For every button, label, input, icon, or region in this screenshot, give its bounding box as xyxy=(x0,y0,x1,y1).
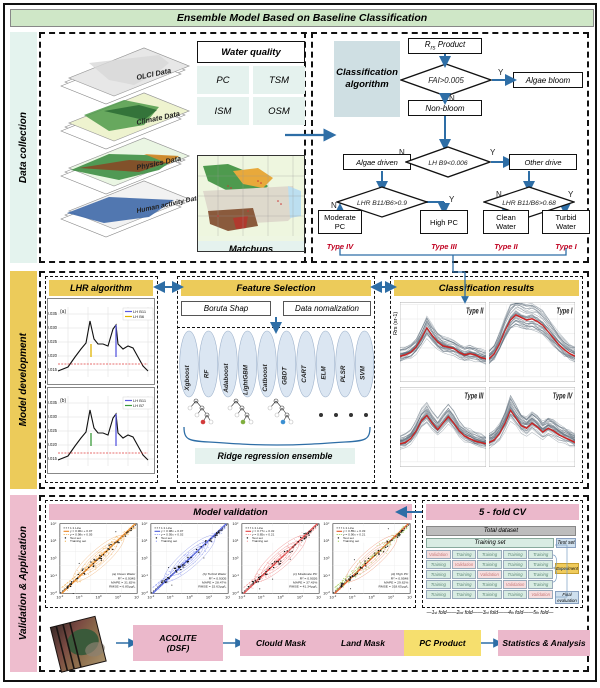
svg-text:LH B9<0.006: LH B9<0.006 xyxy=(428,160,468,167)
